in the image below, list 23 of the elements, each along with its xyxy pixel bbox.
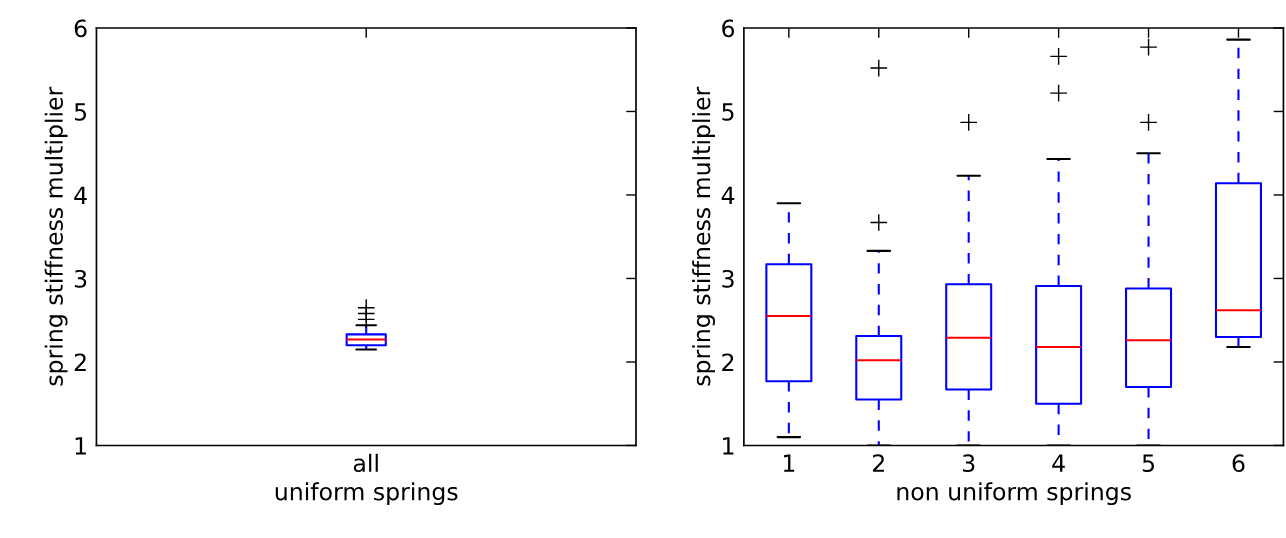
y-tick-label: 3 [722,269,734,288]
x-tick-label: 4 [1052,454,1065,472]
y-tick-label: 5 [722,103,734,121]
x-axis-title: uniform springs [275,482,458,506]
y-tick-label: 6 [74,19,87,38]
x-tick-label: all [353,453,378,473]
x-axis-title: non uniform springs [897,482,1131,506]
y-tick-label: 1 [75,437,86,455]
x-tick-label: 3 [962,454,975,473]
y-tick-label: 6 [722,19,735,38]
x-tick-label: 5 [1142,454,1154,473]
y-tick-label: 3 [74,269,87,288]
y-tick-label: 5 [74,103,87,121]
y-tick-label: 1 [723,437,734,455]
y-tick-label: 4 [721,186,735,204]
y-tick-label: 2 [722,353,734,371]
y-tick-label: 4 [74,186,87,204]
y-tick-label: 2 [74,353,86,371]
y-axis-title: spring stiffness multiplier [692,86,715,386]
y-axis-title: spring stiffness multiplier [44,86,68,386]
x-tick-label: 6 [1232,454,1245,473]
x-tick-label: 2 [873,454,884,472]
x-tick-label: 1 [783,454,795,472]
